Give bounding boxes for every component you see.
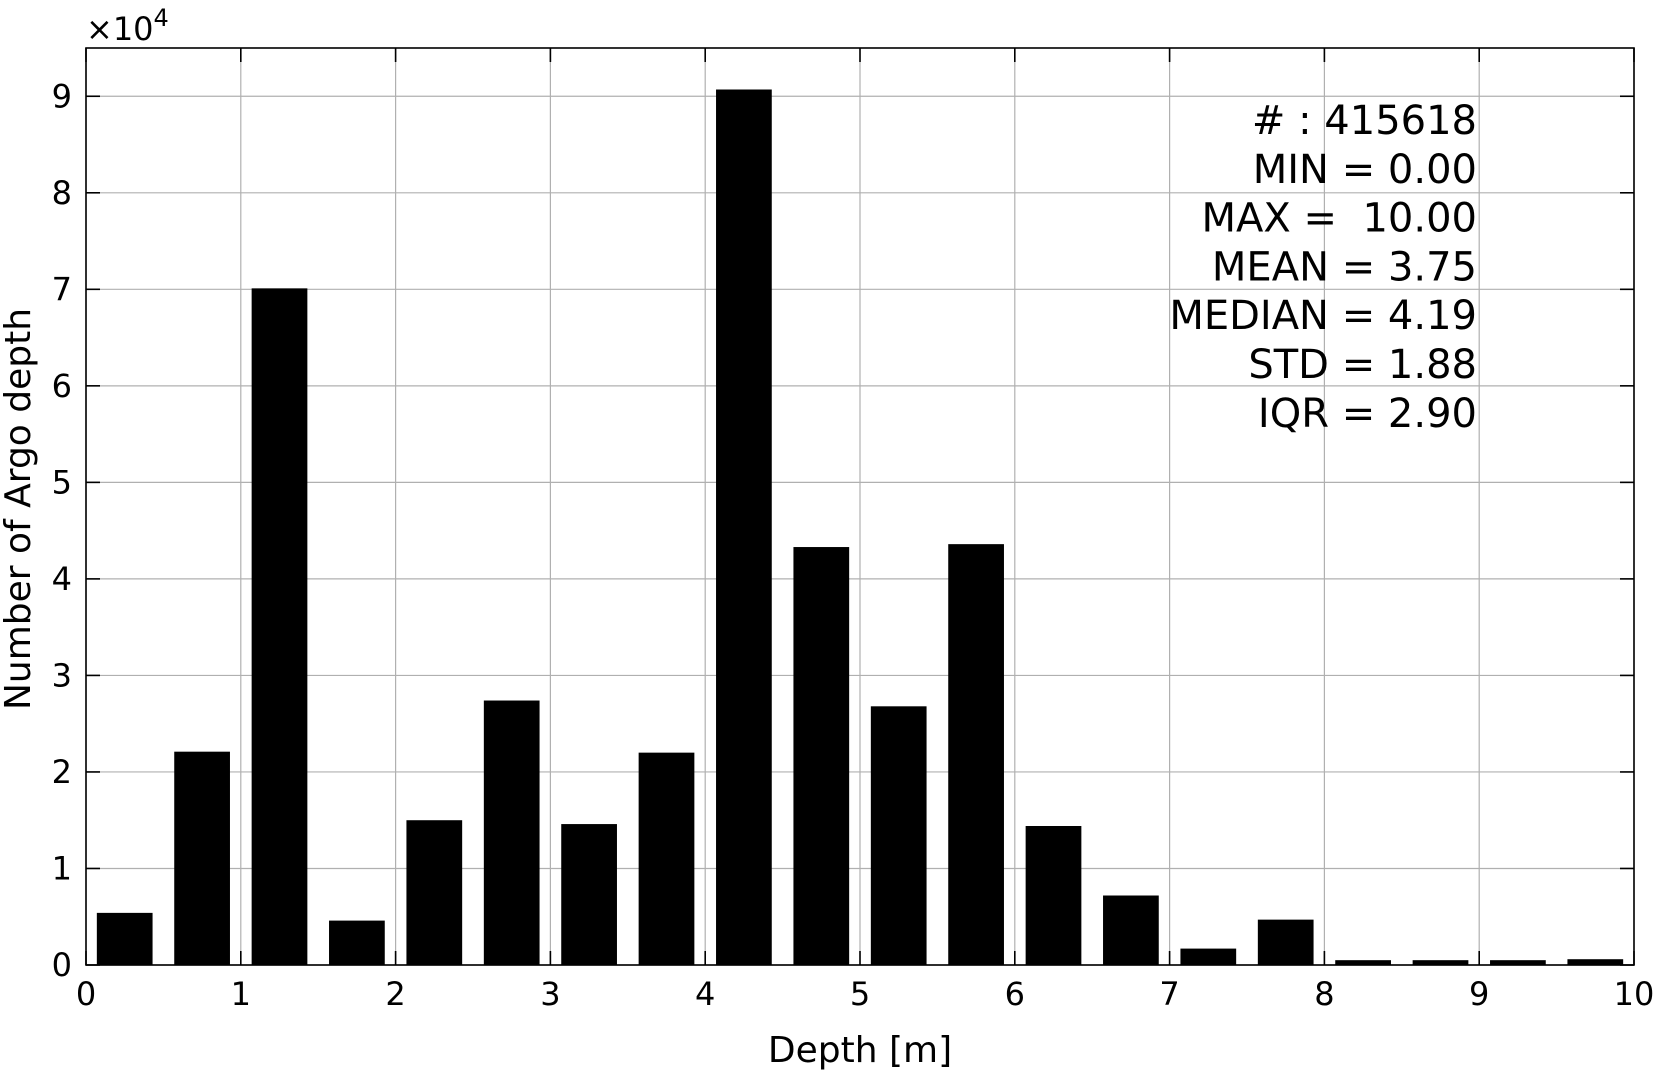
- x-tick-label: 3: [540, 975, 560, 1013]
- y-tick-label: 9: [52, 77, 72, 115]
- x-tick-label: 4: [695, 975, 715, 1013]
- x-tick-label: 7: [1159, 975, 1179, 1013]
- y-tick-label: 6: [52, 367, 72, 405]
- x-tick-label: 6: [1005, 975, 1025, 1013]
- y-tick-label: 8: [52, 174, 72, 212]
- stats-line: STD = 1.88: [1248, 342, 1477, 388]
- histogram-bar: [638, 752, 695, 965]
- y-tick-label: 3: [52, 656, 72, 694]
- histogram-bar: [329, 920, 385, 965]
- bar-series: [96, 89, 1624, 965]
- x-tick-label: 10: [1614, 975, 1655, 1013]
- y-multiplier-exponent: 4: [154, 4, 169, 32]
- histogram-bar: [948, 544, 1004, 965]
- stats-line: # : 415618: [1252, 98, 1477, 144]
- x-axis-label: Depth [m]: [768, 1030, 952, 1071]
- histogram-bar: [1335, 960, 1391, 965]
- histogram-bar: [406, 820, 463, 965]
- histogram-bar: [1257, 919, 1314, 965]
- stats-line: MEDIAN = 4.19: [1169, 293, 1477, 339]
- histogram-bar: [793, 547, 850, 965]
- stats-line: IQR = 2.90: [1258, 391, 1477, 437]
- x-tick-label: 9: [1469, 975, 1489, 1013]
- histogram-bar: [174, 751, 230, 965]
- x-tick-label: 8: [1314, 975, 1334, 1013]
- histogram-bar: [1103, 895, 1159, 965]
- histogram-bar: [561, 824, 617, 965]
- y-tick-labels: 0 1 2 3 4 5 6 7 8 9: [52, 77, 72, 984]
- y-tick-label: 0: [52, 946, 72, 984]
- histogram-bar: [1412, 960, 1469, 965]
- histogram-bar: [1567, 959, 1624, 965]
- x-tick-label: 1: [231, 975, 251, 1013]
- tick-marks: [85, 48, 1635, 966]
- y-tick-label: 5: [52, 463, 72, 501]
- histogram-bar: [1490, 960, 1546, 965]
- stats-line: MAX = 10.00: [1202, 196, 1477, 242]
- x-tick-label: 5: [850, 975, 870, 1013]
- stats-line: MEAN = 3.75: [1212, 244, 1477, 290]
- y-multiplier: ×104: [86, 4, 169, 48]
- stats-line: MIN = 0.00: [1253, 147, 1477, 193]
- x-tick-label: 0: [76, 975, 96, 1013]
- histogram-bar: [96, 912, 153, 965]
- histogram-bar: [1025, 826, 1082, 965]
- x-tick-label: 2: [385, 975, 405, 1013]
- x-tick-labels: 0 1 2 3 4 5 6 7 8 9 10: [76, 975, 1655, 1013]
- y-tick-label: 7: [52, 270, 72, 308]
- y-axis-label: Number of Argo depth: [0, 308, 39, 710]
- y-tick-label: 2: [52, 753, 72, 791]
- histogram-bar: [483, 700, 540, 965]
- y-tick-label: 1: [52, 849, 72, 887]
- histogram-bar: [870, 706, 927, 965]
- histogram-bar: [1180, 948, 1237, 965]
- y-tick-label: 4: [52, 560, 72, 598]
- histogram-bar: [251, 288, 308, 965]
- histogram-bar: [716, 89, 772, 965]
- y-multiplier-base: ×10: [86, 10, 154, 48]
